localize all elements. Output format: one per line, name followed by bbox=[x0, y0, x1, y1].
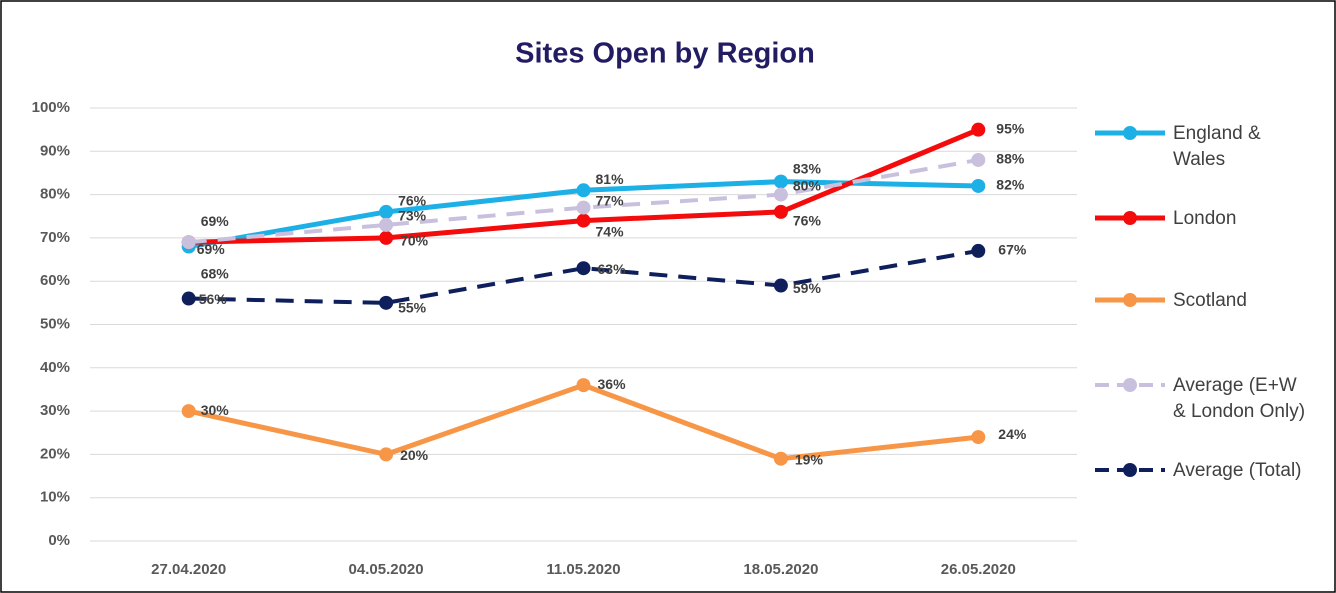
data-point bbox=[971, 122, 986, 137]
y-tick-label: 90% bbox=[40, 142, 70, 159]
data-label: 81% bbox=[596, 171, 625, 187]
data-point bbox=[576, 378, 591, 393]
legend-label: Average (E+W & London Only) bbox=[1173, 375, 1306, 422]
data-point bbox=[773, 451, 788, 466]
legend-label: Scotland bbox=[1173, 290, 1247, 311]
data-label: 76% bbox=[793, 213, 822, 229]
data-label: 63% bbox=[598, 261, 627, 277]
y-tick-label: 60% bbox=[40, 272, 70, 289]
series-line bbox=[188, 157, 979, 245]
legend-marker bbox=[1123, 378, 1137, 392]
legend-swatch bbox=[1095, 293, 1165, 307]
data-label: 80% bbox=[793, 177, 822, 193]
y-tick-label: 50% bbox=[40, 315, 70, 332]
data-label: 76% bbox=[398, 193, 427, 209]
data-label: 82% bbox=[996, 177, 1025, 193]
data-label: 73% bbox=[398, 208, 427, 224]
data-label: 30% bbox=[201, 402, 230, 418]
y-tick-label: 70% bbox=[40, 229, 70, 246]
data-point bbox=[773, 204, 788, 219]
legend-marker bbox=[1123, 293, 1137, 307]
legend-swatch bbox=[1095, 211, 1165, 225]
data-point bbox=[181, 404, 196, 419]
x-tick-label: 18.05.2020 bbox=[743, 561, 818, 578]
x-tick-label: 27.04.2020 bbox=[151, 561, 226, 578]
data-label: 69% bbox=[197, 241, 226, 257]
y-tick-label: 30% bbox=[40, 402, 70, 419]
legend-label: England & Wales bbox=[1173, 123, 1261, 170]
data-point bbox=[773, 174, 788, 189]
data-point bbox=[379, 295, 394, 310]
data-label: 20% bbox=[400, 447, 429, 463]
data-label: 74% bbox=[596, 223, 625, 239]
data-point bbox=[576, 183, 591, 198]
data-point bbox=[576, 261, 591, 276]
data-label: 77% bbox=[596, 192, 625, 208]
data-label: 36% bbox=[598, 376, 627, 392]
legend-label: London bbox=[1173, 208, 1237, 229]
data-point bbox=[773, 278, 788, 293]
data-point bbox=[379, 230, 394, 245]
y-tick-label: 0% bbox=[48, 532, 70, 549]
data-point bbox=[576, 200, 591, 215]
data-point bbox=[576, 213, 591, 228]
data-label: 24% bbox=[998, 426, 1027, 442]
data-label: 59% bbox=[793, 280, 822, 296]
data-label: 55% bbox=[398, 300, 427, 316]
y-tick-label: 20% bbox=[40, 445, 70, 462]
data-point bbox=[773, 187, 788, 202]
data-label: 19% bbox=[795, 451, 824, 467]
data-point bbox=[971, 178, 986, 193]
data-label: 83% bbox=[793, 160, 822, 176]
x-tick-label: 11.05.2020 bbox=[546, 561, 620, 578]
y-tick-label: 100% bbox=[32, 99, 70, 116]
data-point bbox=[379, 204, 394, 219]
legend-marker bbox=[1123, 463, 1137, 477]
legend-marker bbox=[1123, 211, 1137, 225]
legend-swatch bbox=[1095, 463, 1165, 477]
data-point bbox=[971, 152, 986, 167]
x-tick-label: 04.05.2020 bbox=[349, 561, 424, 578]
legend-swatch bbox=[1095, 126, 1165, 140]
chart-title: Sites Open by Region bbox=[515, 38, 815, 70]
data-label: 70% bbox=[400, 233, 429, 249]
y-tick-label: 40% bbox=[40, 359, 70, 376]
y-tick-label: 80% bbox=[40, 186, 70, 203]
data-label: 68% bbox=[201, 265, 230, 281]
data-point bbox=[971, 243, 986, 258]
y-tick-label: 10% bbox=[40, 489, 70, 506]
data-point bbox=[379, 217, 394, 232]
data-label: 88% bbox=[996, 151, 1025, 167]
legend-label: Average (Total) bbox=[1173, 460, 1302, 481]
legend-swatch bbox=[1095, 378, 1165, 392]
x-tick-label: 26.05.2020 bbox=[941, 561, 1016, 578]
series-line bbox=[188, 248, 979, 305]
data-point bbox=[971, 430, 986, 445]
data-point bbox=[181, 235, 196, 250]
data-point bbox=[181, 291, 196, 306]
data-point bbox=[379, 447, 394, 462]
data-label: 95% bbox=[996, 120, 1025, 136]
legend-marker bbox=[1123, 126, 1137, 140]
data-label: 67% bbox=[998, 242, 1027, 258]
data-label: 56% bbox=[199, 291, 228, 307]
data-label: 69% bbox=[201, 213, 230, 229]
